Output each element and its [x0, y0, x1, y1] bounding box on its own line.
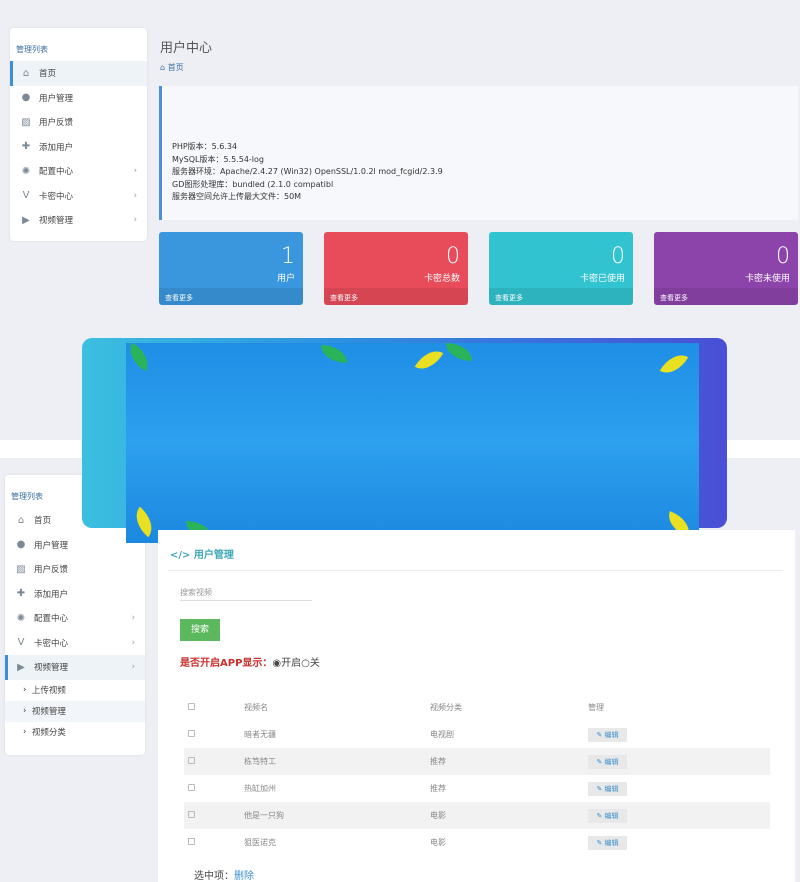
sidebar-item[interactable]: ⌂ 首页	[5, 508, 145, 533]
sidebar-item[interactable]: ⌂ 首页	[10, 61, 147, 86]
sidebar-item[interactable]: ● 用户管理	[16, 539, 69, 551]
vimeo-icon: V	[17, 637, 25, 649]
table-row: 热缸加州 推荐 ✎ 编辑	[184, 775, 770, 802]
view-more-link[interactable]: 查看更多	[159, 288, 303, 305]
view-more-link[interactable]: 查看更多	[324, 288, 468, 305]
breadcrumb[interactable]: ⌂ 首页	[160, 63, 184, 72]
home-icon: ⌂	[22, 67, 30, 79]
vimeo-icon: V	[22, 190, 30, 202]
search-input[interactable]: 搜索视频	[180, 582, 312, 601]
sidebar-item[interactable]: ● 用户管理	[21, 92, 74, 104]
info-line: 服务器环境：Apache/2.4.27 (Win32) OpenSSL/1.0.…	[172, 167, 443, 176]
sidebar-title: 管理列表	[16, 45, 48, 54]
sidebar-title: 管理列表	[11, 492, 43, 501]
edit-button[interactable]: ✎ 编辑	[588, 754, 627, 769]
delete-link[interactable]: 删除	[234, 871, 254, 882]
chevron-right-icon: ›	[131, 662, 135, 673]
sidebar-item[interactable]: ▨ 用户反馈	[16, 563, 69, 576]
info-line: MySQL版本：5.5.54-log	[172, 154, 264, 164]
radio-on[interactable]: ◉开启	[272, 658, 302, 669]
sidebar-item[interactable]: ✚ 添加用户	[21, 141, 74, 153]
sidebar-item[interactable]: ▶ 视频管理 ›	[10, 208, 147, 233]
sidebar: 管理列表 ⌂ 首页 ● 用户管理 ▨ 用户反馈 ✚ 添加用户 ✺ 配置中心 › V 卡密中心 › ▶ 视频管理…	[5, 475, 145, 755]
play-icon: ▶	[17, 661, 25, 673]
edit-button[interactable]: ✎ 编辑	[588, 835, 627, 850]
video-table: 视频名 视频分类 管理 暗者无疆 电视剧 ✎ 编辑 栋笃特工 推荐 ✎ 编辑 热缸加州 推荐 ✎ 编…	[184, 694, 770, 856]
sidebar-item[interactable]: V 卡密中心 ›	[10, 184, 147, 209]
stat-card[interactable]: 1 用户 查看更多	[159, 232, 303, 305]
gear-icon: ✺	[21, 165, 31, 177]
chevron-right-icon: ›	[131, 613, 135, 624]
breadcrumb-home[interactable]: 首页	[167, 63, 184, 72]
sidebar-item[interactable]: ✺ 配置中心 ›	[16, 612, 135, 625]
play-icon: ▶	[22, 214, 30, 226]
info-line: GD图形处理库：bundled (2.1.0 compatibl	[172, 179, 334, 189]
edit-icon: ▨	[21, 116, 31, 128]
edit-button[interactable]: ✎ 编辑	[588, 727, 627, 742]
bulk-actions: 选中项：删除	[194, 871, 254, 882]
info-line: 服务器空间允许上传最大文件：50M	[172, 192, 302, 201]
search-button[interactable]: 搜索	[180, 619, 220, 641]
user-management-panel: </> 用户管理 搜索视频 搜索 是否开启APP显示：◉开启○关 视频名 视频分类…	[158, 530, 795, 882]
stat-card[interactable]: 0 卡密总数 查看更多	[324, 232, 468, 305]
gear-icon: ✺	[16, 612, 26, 624]
banner-image	[123, 342, 699, 543]
panel-title: </> 用户管理	[170, 550, 234, 561]
edit-icon: ▨	[16, 563, 26, 575]
view-more-link[interactable]: 查看更多	[654, 288, 798, 305]
row-checkbox[interactable]	[188, 838, 195, 845]
user-icon: ●	[21, 92, 31, 104]
info-line: PHP版本：5.6.34	[172, 142, 238, 151]
table-row: 暗者无疆 电视剧 ✎ 编辑	[184, 721, 770, 748]
chevron-right-icon: ›	[133, 190, 137, 201]
sidebar: 管理列表 ⌂ 首页 ● 用户管理 ▨ 用户反馈 ✚ 添加用户 ✺ 配置中心 › V 卡密中心 › ▶ 视频管理…	[10, 28, 147, 241]
app-display-toggle: 是否开启APP显示：◉开启○关	[180, 658, 320, 669]
stat-card[interactable]: 0 卡密未使用 查看更多	[654, 232, 798, 305]
table-row: 他是一只狗 电影 ✎ 编辑	[184, 802, 770, 829]
row-checkbox[interactable]	[188, 757, 195, 764]
row-checkbox[interactable]	[188, 784, 195, 791]
user-plus-icon: ✚	[16, 588, 26, 600]
sidebar-subitem[interactable]: › 上传视频	[23, 685, 66, 696]
view-more-link[interactable]: 查看更多	[489, 288, 633, 305]
page-title: 用户中心	[160, 41, 213, 56]
row-checkbox[interactable]	[188, 730, 195, 737]
radio-off[interactable]: ○关	[301, 658, 320, 669]
sidebar-item[interactable]: ▨ 用户反馈	[21, 116, 74, 129]
sidebar-item[interactable]: ✚ 添加用户	[16, 588, 69, 600]
edit-button[interactable]: ✎ 编辑	[588, 808, 627, 823]
server-info: PHP版本：5.6.34 MySQL版本：5.5.54-log 服务器环境：Apac…	[159, 86, 798, 220]
chevron-right-icon: ›	[131, 637, 135, 648]
sidebar-subitem[interactable]: › 视频管理	[5, 700, 145, 722]
table-row: 栋笃特工 推荐 ✎ 编辑	[184, 748, 770, 775]
sidebar-item[interactable]: ✺ 配置中心 ›	[21, 165, 137, 178]
select-all-checkbox[interactable]	[188, 703, 195, 710]
user-icon: ●	[16, 539, 26, 551]
stat-card[interactable]: 0 卡密已使用 查看更多	[489, 232, 633, 305]
row-checkbox[interactable]	[188, 811, 195, 818]
home-icon: ⌂	[17, 514, 25, 526]
edit-button[interactable]: ✎ 编辑	[588, 781, 627, 796]
chevron-right-icon: ›	[133, 215, 137, 226]
sidebar-item[interactable]: V 卡密中心 ›	[5, 631, 145, 656]
sidebar-item[interactable]: ▶ 视频管理 ›	[5, 655, 145, 680]
sidebar-subitem[interactable]: › 视频分类	[23, 727, 66, 738]
table-row: 狙医诺克 电影 ✎ 编辑	[184, 829, 770, 856]
user-plus-icon: ✚	[21, 141, 31, 153]
chevron-right-icon: ›	[133, 166, 137, 177]
